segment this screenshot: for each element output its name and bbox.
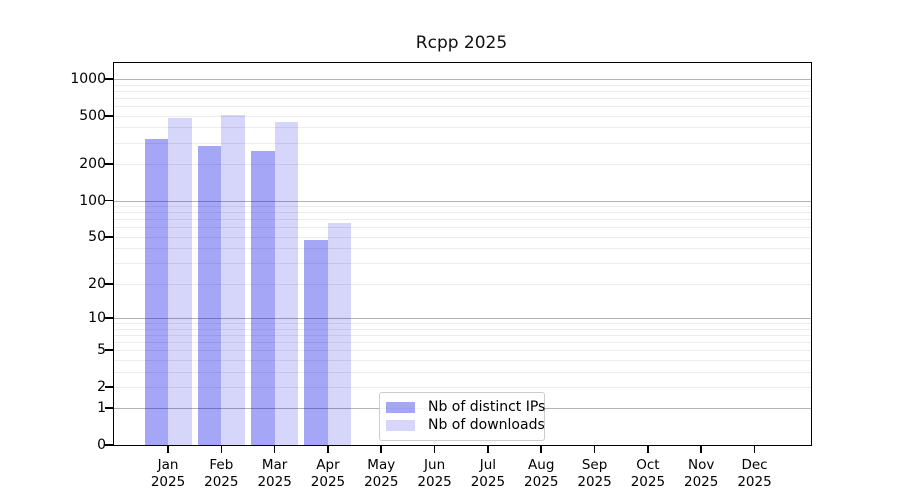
y-axis-tick [105,199,113,202]
bar-downloads [168,117,192,445]
gridline-minor [114,164,811,166]
legend-entry-downloads: Nb of downloads [386,416,545,434]
gridline-major [114,79,811,81]
x-axis-tick-label: Jan 2025 [150,457,186,490]
x-axis-tick-label: Jul 2025 [470,457,506,490]
gridline-minor [114,227,811,229]
x-axis-tick [220,445,223,453]
gridline-minor [114,206,811,208]
bar-downloads [221,114,245,445]
gridline-minor [114,84,811,86]
x-axis-tick [327,445,329,453]
y-axis-tick [105,444,113,446]
y-axis-tick-label: 1 [97,400,106,417]
x-axis-tick [753,445,756,453]
gridline-minor [114,323,811,325]
gridline-minor [114,341,811,343]
gridline-minor [114,328,811,330]
y-axis-tick-label: 5 [97,342,106,359]
gridline-minor [114,386,811,388]
x-axis-tick-label: Oct 2025 [630,457,666,490]
bar-distinct-ips [304,239,328,445]
gridline-minor [114,371,811,373]
gridline-minor [114,127,811,129]
gridline-minor [114,90,811,92]
x-axis-tick [487,445,489,453]
gridline-major [114,200,811,202]
legend-entry-distinct-ips: Nb of distinct IPs [386,398,545,416]
x-axis-tick [647,445,649,453]
y-axis-tick [105,407,113,410]
y-axis-tick [105,163,113,165]
y-axis-tick-label: 100 [79,192,106,209]
x-axis-tick-label: Jun 2025 [417,457,452,490]
y-axis-tick [105,235,113,238]
y-axis-tick [105,78,113,80]
y-axis-tick-label: 500 [79,107,106,124]
legend-swatch-distinct-ips [386,401,415,413]
x-axis-tick-label: Nov 2025 [684,457,719,490]
x-axis-tick [167,445,169,453]
gridline-minor [114,115,811,117]
gridline-minor [114,236,811,238]
legend: Nb of distinct IPs Nb of downloads [379,392,545,441]
y-axis-tick-label: 0 [97,437,106,453]
y-axis-tick-label: 200 [79,156,106,173]
x-axis-tick-label: Feb 2025 [204,457,239,490]
y-axis-tick-label: 50 [88,228,106,245]
x-axis-tick-label: Dec 2025 [737,457,772,490]
y-axis-tick-label: 1000 [70,71,106,88]
gridline-minor [114,248,811,250]
x-axis-tick-label: Apr 2025 [310,457,346,490]
gridline-minor [114,359,811,361]
legend-label-distinct-ips: Nb of distinct IPs [428,399,546,415]
y-axis-tick [105,317,113,319]
x-axis-tick [380,445,383,453]
gridline-minor [114,263,811,265]
legend-swatch-downloads [386,419,415,431]
x-axis-tick [273,445,276,453]
x-axis-tick [593,445,596,453]
bar-distinct-ips [144,139,168,445]
x-axis-tick [433,445,436,453]
x-axis-tick-label: Aug 2025 [524,457,559,490]
chart-title: Rcpp 2025 [415,33,508,53]
y-axis-tick-label: 2 [97,378,106,395]
gridline-minor [114,350,811,352]
y-axis-tick-label: 20 [88,275,106,292]
plot-area: 0 1 2 5 10 20 50 100 200 500 1000 Jan 2025 Feb 2025 Mar… [70,62,812,490]
gridline-minor [114,142,811,144]
bar-distinct-ips [197,146,222,445]
bar-distinct-ips [251,151,275,445]
legend-label-downloads: Nb of downloads [428,417,545,433]
y-axis-tick [105,282,113,285]
bar-downloads [274,121,299,445]
gridline-minor [114,219,811,221]
y-axis-tick [105,349,113,351]
gridline-minor [114,97,811,99]
x-axis-tick-label: Mar 2025 [257,457,292,490]
gridline-minor [114,283,811,285]
gridline-minor [114,212,811,214]
bar-downloads [327,223,352,445]
x-axis-tick-label: Sep 2025 [577,457,612,490]
y-axis-tick-label: 10 [88,309,106,326]
gridline-minor [114,106,811,108]
x-axis-tick [540,445,543,453]
x-axis-tick [700,445,702,453]
x-axis-tick-label: May 2025 [364,457,399,490]
gridline-minor [114,334,811,336]
gridline-major [114,317,811,319]
y-axis-tick [105,114,113,117]
y-axis-tick [105,386,113,388]
